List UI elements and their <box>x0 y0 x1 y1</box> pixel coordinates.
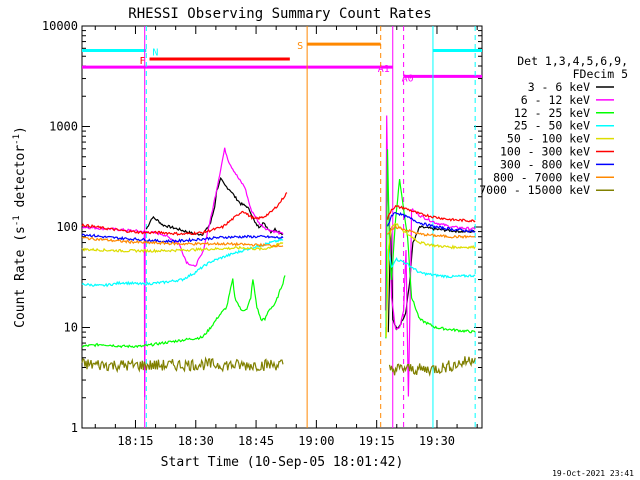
legend-title-line2: FDecim 5 <box>573 67 628 81</box>
series-line-6-12-kev <box>81 147 284 398</box>
series-line-50-100-kev <box>385 222 476 338</box>
legend-label: 25 - 50 keV <box>514 119 590 133</box>
series-line-800-7000-kev <box>387 224 476 239</box>
legend-label: 3 - 6 keV <box>528 80 590 94</box>
legend-label: 100 - 300 keV <box>500 145 590 159</box>
legend-label: 12 - 25 keV <box>514 106 590 120</box>
x-tick-label: 18:30 <box>178 434 214 448</box>
y-tick-label: 1 <box>71 421 78 435</box>
flag-label-s: S <box>297 41 303 52</box>
chart-title: RHESSI Observing Summary Count Rates <box>128 6 431 22</box>
y-tick-label: 10000 <box>42 19 78 33</box>
legend-title-line1: Det 1,3,4,5,6,9, <box>517 54 628 68</box>
legend-label: 6 - 12 keV <box>521 93 590 107</box>
series-line-7000-15000-kev <box>388 356 476 377</box>
x-tick-label: 19:00 <box>298 434 334 448</box>
series-line-300-800-kev <box>386 211 476 233</box>
y-tick-label: 10 <box>64 321 78 335</box>
series-line-50-100-kev <box>81 241 284 254</box>
series-line-25-50-kev <box>81 237 284 288</box>
series-line-12-25-kev <box>385 149 476 339</box>
series-line-800-7000-kev <box>81 236 284 248</box>
x-axis-label: Start Time (10-Sep-05 18:01:42) <box>161 455 404 470</box>
flag-label-a1: A1 <box>378 64 390 75</box>
legend-label: 800 - 7000 keV <box>493 170 590 184</box>
legend-label: 50 - 100 keV <box>507 132 590 146</box>
series-line-12-25-kev <box>81 275 286 349</box>
y-tick-labels: 1 10 100 1000 10000 <box>42 19 78 435</box>
legend-label: 300 - 800 keV <box>500 157 590 171</box>
series-line-300-800-kev <box>81 233 284 244</box>
timestamp: 19-Oct-2021 23:41 <box>552 469 634 478</box>
x-tick-label: 19:30 <box>419 434 455 448</box>
series-line-7000-15000-kev <box>81 356 284 374</box>
y-tick-label: 1000 <box>49 120 78 134</box>
series-line-3-6-kev <box>145 176 284 236</box>
x-tick-label: 18:15 <box>117 434 153 448</box>
y-tick-label: 100 <box>56 220 78 234</box>
flag-bars: NF S A1 A0 <box>82 41 482 84</box>
series-line-25-50-kev <box>385 248 476 328</box>
axis-ticks <box>82 25 482 429</box>
legend-label: 7000 - 15000 keV <box>479 183 590 197</box>
flag-label-a0: A0 <box>402 73 414 84</box>
event-markers <box>144 26 476 428</box>
series-line-6-12-kev <box>384 115 476 397</box>
series-lines <box>81 115 476 398</box>
x-tick-label: 18:45 <box>238 434 274 448</box>
series-line-3-6-kev <box>387 225 476 333</box>
flag-label-n: N <box>152 48 158 59</box>
x-tick-labels: 18:15 18:30 18:45 19:00 19:15 19:30 <box>117 434 455 448</box>
series-line-100-300-kev <box>81 192 288 236</box>
x-tick-label: 19:15 <box>359 434 395 448</box>
y-axis-label: Count Rate (s-1 detector-1) <box>12 126 28 328</box>
series-line-100-300-kev <box>386 205 476 223</box>
flag-label-f: F <box>140 56 146 67</box>
